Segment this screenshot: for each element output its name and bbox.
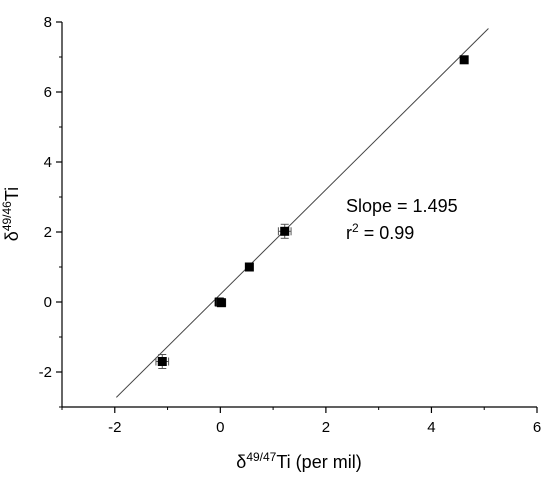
y-tick-label: 2: [44, 224, 52, 241]
square-marker: [459, 55, 469, 65]
y-tick-label: 8: [44, 14, 52, 31]
axes: [61, 22, 537, 408]
fit-line: [116, 28, 489, 398]
x-tick-label: 0: [216, 419, 224, 436]
slope-annotation: Slope = 1.495: [346, 196, 458, 216]
y-tick-label: -2: [39, 364, 52, 381]
y-ticks: -2 0 2 4 6 8: [39, 14, 62, 408]
data-point: [155, 354, 170, 369]
fit-line-group: [116, 28, 489, 398]
x-tick-label: 6: [533, 419, 541, 436]
y-axis-label: δ49/46Ti: [0, 187, 22, 241]
square-marker: [280, 226, 290, 236]
x-tick-label: -2: [108, 419, 121, 436]
data-point: [216, 298, 227, 308]
square-marker: [157, 357, 167, 366]
data-point: [459, 55, 469, 65]
x-tick-label: 4: [427, 419, 435, 436]
y-tick-label: 6: [44, 84, 52, 101]
square-marker: [244, 262, 254, 272]
r-squared-annotation: r2 = 0.99: [346, 221, 414, 243]
data-point: [244, 262, 254, 272]
x-axis-label: δ49/47Ti (per mil): [236, 450, 361, 472]
data-point: [277, 223, 292, 239]
x-tick-label: 2: [322, 419, 330, 436]
x-ticks: -2 0 2 4 6: [61, 407, 541, 436]
y-tick-label: 4: [44, 154, 52, 171]
data-points: [155, 55, 469, 369]
square-marker: [216, 298, 226, 308]
y-tick-label: 0: [44, 294, 52, 311]
